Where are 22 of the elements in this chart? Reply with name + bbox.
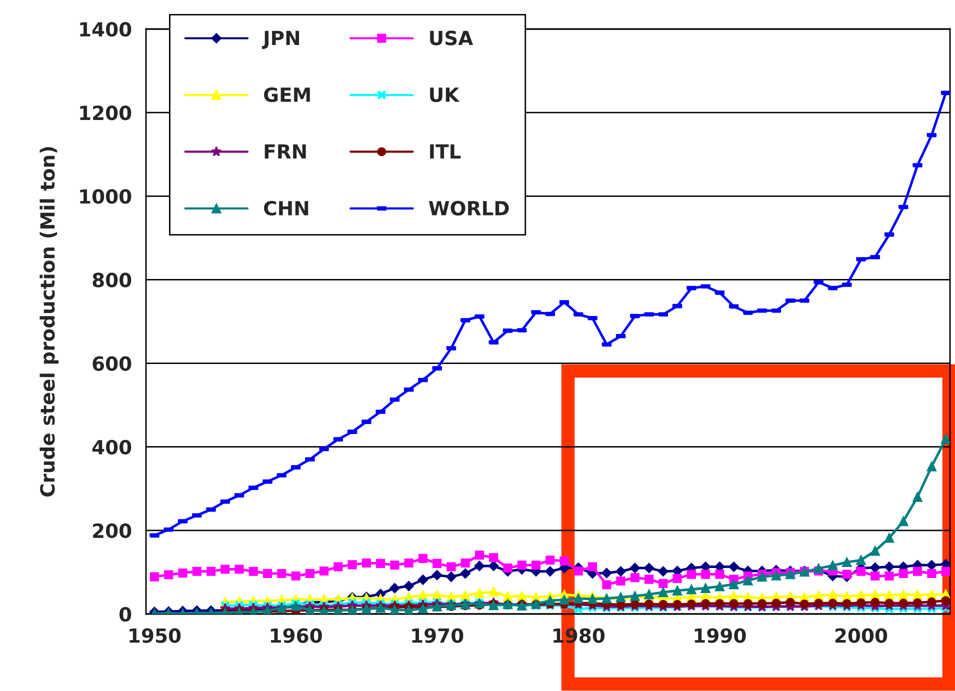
legend-label: CHN bbox=[264, 200, 308, 216]
x-tick-label: 2000 bbox=[835, 628, 888, 643]
y-tick-label: 1400 bbox=[80, 22, 132, 37]
y-tick-label: 1000 bbox=[80, 189, 132, 204]
y-tick-label: 200 bbox=[93, 523, 132, 538]
legend-label: USA bbox=[430, 30, 474, 46]
y-tick-label: 800 bbox=[92, 272, 132, 288]
x-tick-label: 1990 bbox=[694, 628, 746, 643]
legend-label: WORLD bbox=[428, 200, 509, 216]
x-tick-label: 1970 bbox=[412, 628, 464, 643]
y-tick-label: 0 bbox=[120, 606, 132, 622]
legend-label: JPN bbox=[262, 30, 300, 49]
legend-label: ITL bbox=[430, 144, 461, 159]
legend-label: UK bbox=[430, 88, 460, 102]
y-tick-label: 600 bbox=[92, 356, 132, 371]
legend-label: GEM bbox=[264, 87, 310, 102]
x-tick-label: 1950 bbox=[130, 628, 181, 643]
y-axis-title: Crude steel production (Mil ton) bbox=[40, 147, 59, 497]
x-tick-label: 1960 bbox=[270, 628, 322, 643]
legend-label: FRN bbox=[264, 144, 306, 159]
y-tick-label: 1200 bbox=[80, 106, 132, 120]
y-tick-label: 400 bbox=[92, 440, 132, 455]
